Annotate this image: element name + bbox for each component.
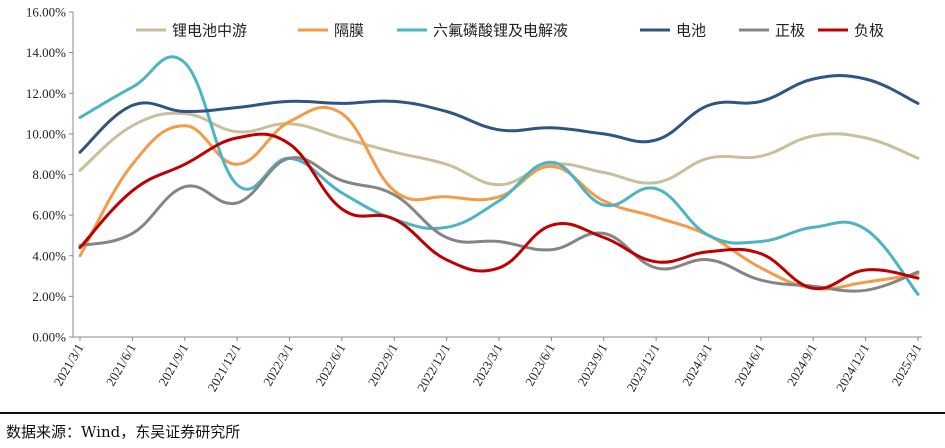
x-tick-label: 2023/9/1 (574, 341, 610, 389)
y-tick-label: 2.00% (32, 289, 66, 304)
x-tick-label: 2021/12/1 (204, 341, 243, 394)
x-tick-label: 2021/9/1 (155, 341, 191, 389)
y-tick-label: 4.00% (32, 248, 66, 263)
x-axis: 2021/3/1 2021/6/1 2021/9/1 2021/12/1 2022/3/… (50, 336, 925, 394)
legend-label: 六氟磷酸锂及电解液 (433, 22, 568, 40)
y-tick-label: 10.00% (26, 126, 66, 141)
plot-area (78, 55, 920, 296)
series-line-0 (78, 111, 920, 187)
x-tick-label: 2024/6/1 (731, 341, 767, 389)
x-tick-label: 2022/9/1 (365, 341, 401, 389)
x-tick-label: 2021/6/1 (103, 341, 139, 389)
legend-label: 隔膜 (334, 22, 364, 40)
legend-label: 正极 (775, 22, 805, 40)
x-tick-label: 2022/6/1 (312, 341, 348, 389)
x-tick-label: 2023/3/1 (469, 341, 505, 389)
x-tick-label: 2022/3/1 (260, 341, 296, 389)
source-note: 数据来源：Wind，东吴证券研究所 (6, 423, 241, 441)
legend: 锂电池中游 隔膜 六氟磷酸锂及电解液 电池 正极 负极 (136, 22, 884, 40)
series-line-3 (78, 74, 920, 154)
y-axis: 0.00% 2.00% 4.00% 6.00% 8.00% 10.00% 12.00% 14.… (26, 5, 74, 345)
legend-label: 负极 (854, 22, 884, 40)
y-tick-label: 14.00% (26, 45, 66, 60)
x-tick-label: 2024/12/1 (833, 341, 872, 394)
y-tick-label: 12.00% (26, 86, 66, 101)
series-line-1 (78, 105, 920, 291)
divider-rule (0, 412, 945, 414)
x-tick-label: 2024/3/1 (679, 341, 715, 389)
x-tick-label: 2025/3/1 (888, 341, 924, 389)
series-line-5 (78, 132, 920, 291)
y-tick-label: 0.00% (32, 330, 66, 345)
x-tick-label: 2021/3/1 (50, 341, 86, 389)
y-tick-label: 8.00% (32, 167, 66, 182)
x-tick-label: 2023/6/1 (522, 341, 558, 389)
x-tick-label: 2023/12/1 (623, 341, 662, 394)
x-tick-label: 2024/9/1 (784, 341, 820, 389)
legend-label: 电池 (676, 22, 706, 40)
series-line-4 (78, 156, 920, 293)
legend-label: 锂电池中游 (172, 22, 247, 40)
y-tick-label: 6.00% (32, 208, 66, 223)
x-tick-label: 2022/12/1 (414, 341, 453, 394)
series-line-2 (78, 55, 920, 296)
y-tick-label: 16.00% (26, 5, 66, 20)
